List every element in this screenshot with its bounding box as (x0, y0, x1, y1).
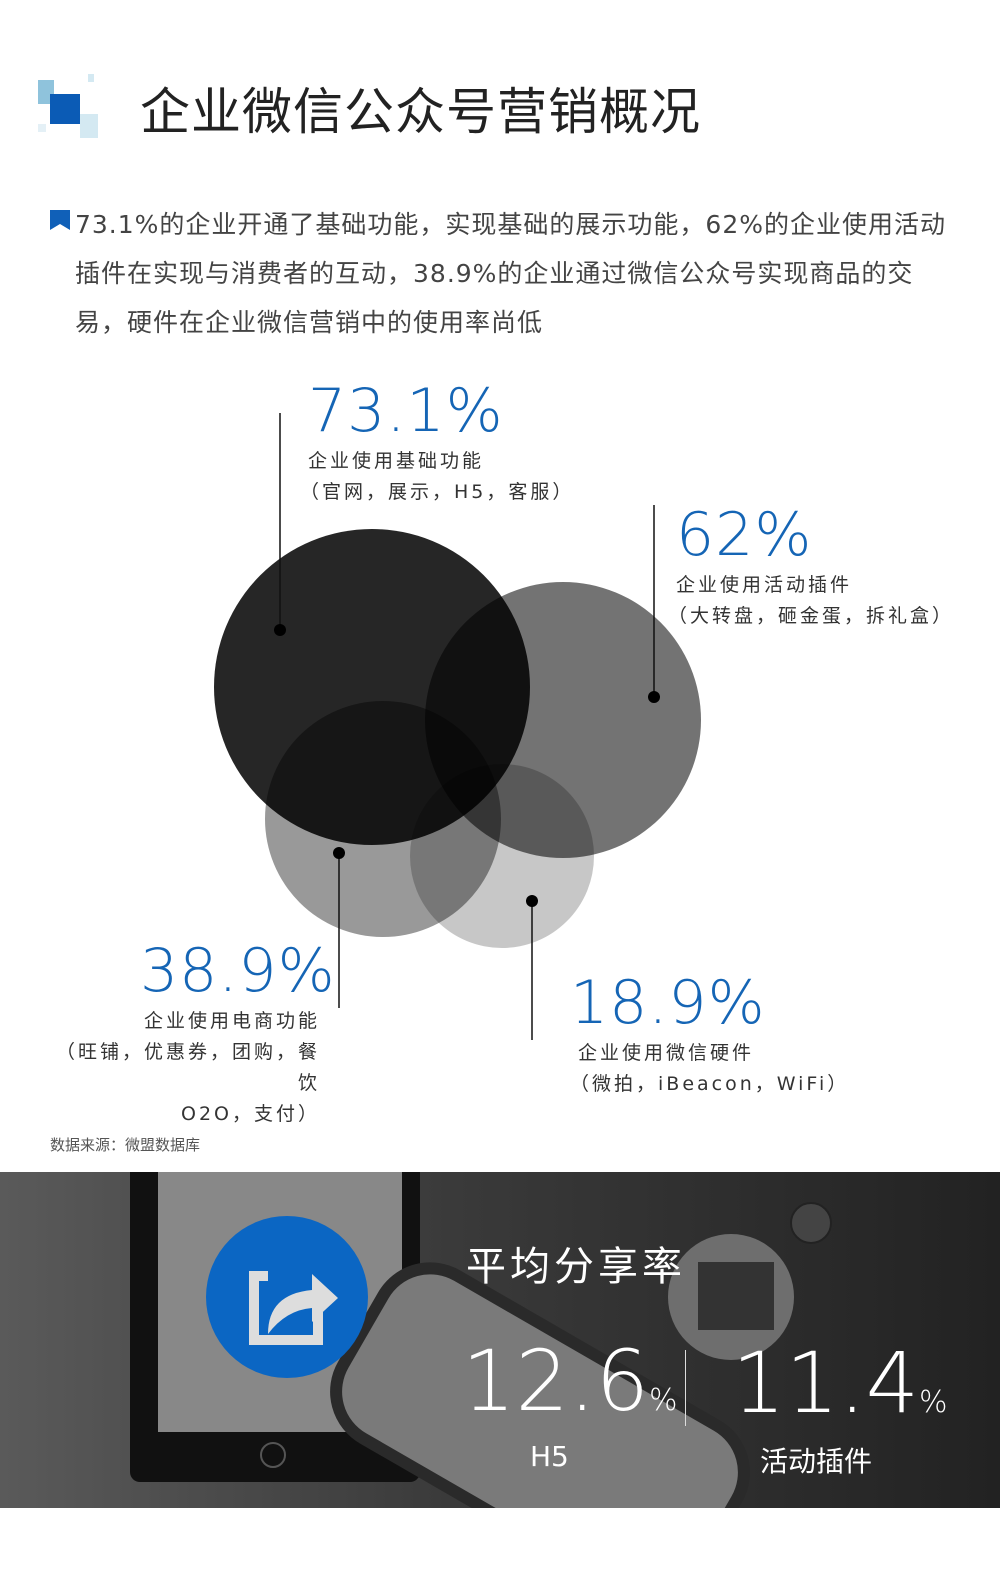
label-activity-detail: （大转盘，砸金蛋，拆礼盒） (668, 605, 955, 627)
share-activity-label: 活动插件 (760, 1445, 873, 1478)
label-hardware: 18.9% 企业使用微信硬件 （微拍，iBeacon，WiFi） (570, 968, 849, 1100)
value-activity: 62% (676, 500, 813, 570)
value-ecommerce: 38.9% (140, 936, 336, 1006)
bookmark-icon (50, 210, 70, 230)
leader-dot-activity (648, 691, 660, 703)
page-title: 企业微信公众号营销概况 (140, 83, 701, 141)
label-basic-detail: （官网，展示，H5，客服） (300, 481, 575, 503)
share-title: 平均分享率 (466, 1244, 686, 1290)
label-ecommerce-detail2: O2O，支付） (181, 1103, 320, 1125)
share-h5-label: H5 (530, 1440, 569, 1473)
leader-dot-basic (274, 624, 286, 636)
label-hardware-detail: （微拍，iBeacon，WiFi） (570, 1073, 850, 1095)
gift-icon (668, 1234, 794, 1360)
h5-value: 12.6 (462, 1332, 650, 1430)
share-h5-value: 12.6% (462, 1332, 678, 1430)
intro-text: 73.1%的企业开通了基础功能，实现基础的展示功能，62%的企业使用活动插件在实… (75, 210, 946, 337)
label-basic-title: 企业使用基础功能 (308, 450, 485, 472)
value-hardware: 18.9% (570, 968, 766, 1038)
activity-unit: % (919, 1385, 948, 1420)
label-activity: 62% 企业使用活动插件 （大转盘，砸金蛋，拆礼盒） (668, 500, 954, 632)
label-ecommerce-detail: （旺铺，优惠券，团购，餐饮 (55, 1041, 320, 1094)
bubble-hardware (410, 764, 594, 948)
leader-dot-ecommerce (333, 847, 345, 859)
bubble-ecommerce (265, 701, 501, 937)
share-icon (206, 1216, 368, 1378)
activity-value: 11.4 (732, 1334, 920, 1432)
bubble-chart (214, 413, 701, 1040)
data-source: 数据来源：微盟数据库 (50, 1136, 201, 1154)
leader-dot-hardware (526, 895, 538, 907)
coin-icon (790, 1202, 832, 1244)
label-activity-title: 企业使用活动插件 (676, 574, 853, 596)
label-basic: 73.1% 企业使用基础功能 （官网，展示，H5，客服） (300, 376, 574, 508)
divider (685, 1350, 686, 1426)
value-basic: 73.1% (308, 376, 504, 446)
share-rate-banner: 平均分享率 12.6% 11.4% H5 活动插件 (0, 1172, 1000, 1508)
label-ecommerce: 38.9% 企业使用电商功能 （旺铺，优惠券，团购，餐饮 O2O，支付） (55, 936, 336, 1130)
bubble-activity (425, 582, 701, 858)
label-hardware-title: 企业使用微信硬件 (578, 1042, 755, 1064)
h5-unit: % (649, 1383, 678, 1418)
logo-squares-icon (38, 74, 98, 138)
label-ecommerce-title: 企业使用电商功能 (143, 1010, 320, 1032)
share-activity-value: 11.4% (732, 1334, 948, 1432)
